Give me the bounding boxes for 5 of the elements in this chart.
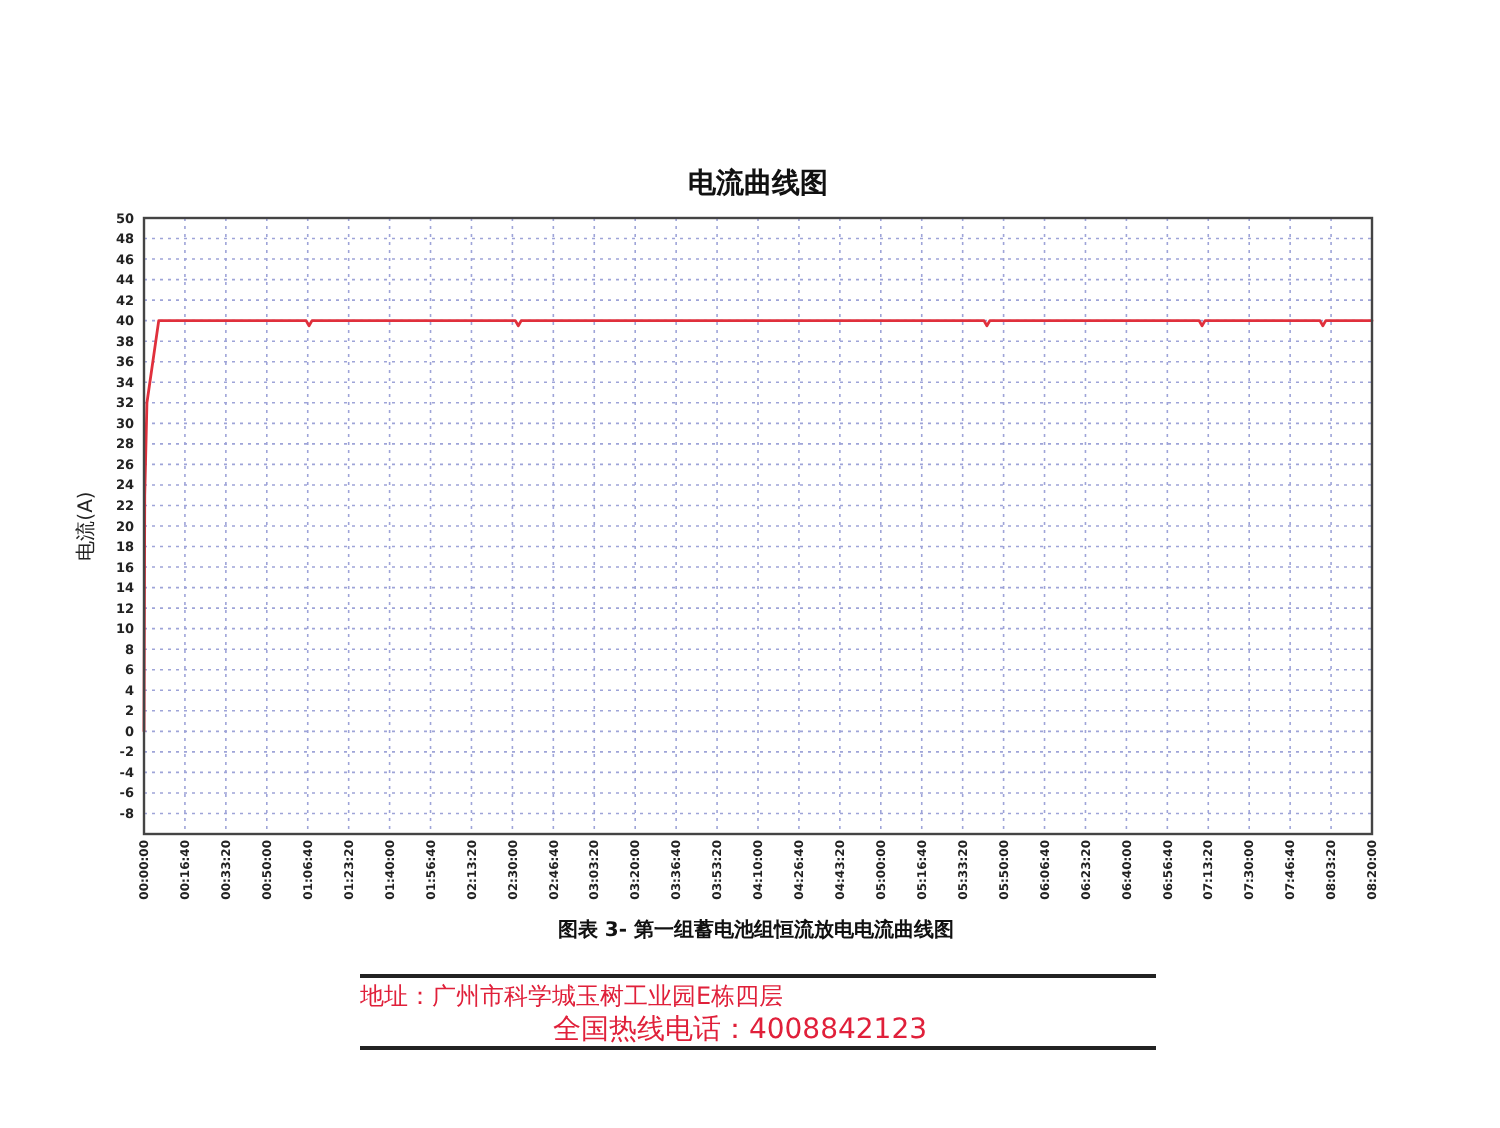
text: 图表 3- 第一组蓄电池组恒流放电电流曲线图 — [557, 918, 955, 942]
y-axis-title: 电流(A) — [74, 491, 98, 561]
text: 地址：广州市科学城玉树工业园E栋四层 — [358, 982, 784, 1010]
chart-title: 电流曲线图 — [688, 166, 828, 200]
text: 全国热线电话：4008842123 — [552, 1014, 928, 1046]
